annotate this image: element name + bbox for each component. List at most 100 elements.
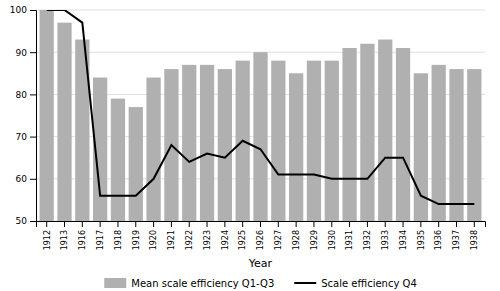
x-tick: 1930 bbox=[328, 221, 337, 250]
x-tick-label: 1933 bbox=[381, 230, 390, 250]
x-tick-label: 1926 bbox=[256, 230, 265, 250]
y-tick-label: 50 bbox=[16, 216, 28, 226]
x-axis-line bbox=[37, 222, 486, 228]
x-tick-mark bbox=[313, 221, 314, 227]
y-axis-line bbox=[30, 11, 37, 222]
x-tick-label: 1929 bbox=[310, 230, 319, 250]
x-tick: 1913 bbox=[60, 221, 69, 250]
y-tick-label: 80 bbox=[16, 90, 28, 100]
bar bbox=[289, 73, 303, 221]
y-tick-mark bbox=[30, 94, 36, 95]
x-tick-label: 1927 bbox=[274, 230, 283, 250]
x-tick-mark bbox=[331, 221, 332, 227]
legend-swatch bbox=[104, 278, 126, 288]
x-tick: 1917 bbox=[96, 221, 105, 250]
y-tick-label: 100 bbox=[10, 5, 27, 15]
x-tick: 1934 bbox=[399, 221, 408, 250]
x-tick-mark bbox=[260, 221, 261, 227]
x-tick-label: 1923 bbox=[203, 230, 212, 250]
x-tick-label: 1920 bbox=[149, 230, 158, 250]
bar bbox=[200, 65, 214, 221]
x-tick: 1927 bbox=[274, 221, 283, 250]
y-tick: 90 bbox=[16, 48, 36, 58]
bar bbox=[271, 61, 285, 221]
x-tick: 1936 bbox=[434, 221, 443, 250]
x-tick-mark bbox=[367, 221, 368, 227]
x-tick: 1925 bbox=[238, 221, 247, 250]
bar bbox=[342, 48, 356, 221]
x-tick: 1937 bbox=[452, 221, 461, 250]
y-tick-label: 90 bbox=[16, 48, 28, 58]
x-tick: 1938 bbox=[470, 221, 479, 250]
x-tick-mark bbox=[438, 221, 439, 227]
bar bbox=[307, 61, 321, 221]
x-tick-label: 1917 bbox=[96, 230, 105, 250]
y-tick-mark bbox=[30, 52, 36, 53]
x-tick-label: 1913 bbox=[60, 230, 69, 250]
legend-item: Mean scale efficiency Q1-Q3 bbox=[104, 278, 274, 289]
y-axis: 50 60 70 80 90 100 bbox=[10, 5, 37, 226]
x-tick-label: 1916 bbox=[78, 230, 87, 250]
x-tick-mark bbox=[100, 221, 101, 227]
legend-label: Mean scale efficiency Q1-Q3 bbox=[131, 278, 274, 289]
y-tick-mark bbox=[30, 221, 36, 222]
x-tick-mark bbox=[189, 221, 190, 227]
x-tick-label: 1936 bbox=[434, 230, 443, 250]
x-tick-mark bbox=[224, 221, 225, 227]
x-tick: 1928 bbox=[292, 221, 301, 250]
x-tick-label: 1934 bbox=[399, 230, 408, 250]
x-tick: 1924 bbox=[221, 221, 230, 250]
bar bbox=[360, 44, 374, 221]
bar bbox=[146, 78, 160, 221]
x-tick-mark bbox=[420, 221, 421, 227]
y-tick-mark bbox=[30, 137, 36, 138]
x-tick: 1929 bbox=[310, 221, 319, 250]
bar bbox=[253, 52, 267, 221]
bar bbox=[129, 107, 143, 221]
line bbox=[47, 10, 475, 204]
x-tick: 1931 bbox=[345, 221, 354, 250]
plot-area: 5060708090100191219131916191719181919192… bbox=[10, 5, 486, 291]
x-tick: 1922 bbox=[185, 221, 194, 250]
x-tick-mark bbox=[242, 221, 243, 227]
x-tick-label: 1921 bbox=[167, 230, 176, 250]
x-tick-mark bbox=[82, 221, 83, 227]
grid-line bbox=[36, 10, 485, 11]
bar bbox=[396, 48, 410, 221]
x-tick-label: 1925 bbox=[238, 230, 247, 250]
bar bbox=[57, 23, 71, 221]
y-tick: 70 bbox=[16, 132, 36, 142]
x-tick-mark bbox=[153, 221, 154, 227]
marks bbox=[40, 10, 482, 221]
x-tick-label: 1922 bbox=[185, 230, 194, 250]
y-tick: 100 bbox=[10, 5, 36, 15]
legend: Mean scale efficiency Q1-Q3 Scale efficie… bbox=[104, 278, 417, 289]
legend-label: Scale efficiency Q4 bbox=[321, 278, 417, 289]
x-tick-mark bbox=[278, 221, 279, 227]
bar bbox=[432, 65, 446, 221]
y-tick: 60 bbox=[16, 174, 36, 184]
x-tick-label: 1937 bbox=[452, 230, 461, 250]
x-tick-label: 1930 bbox=[328, 230, 337, 250]
x-tick-mark bbox=[385, 221, 386, 227]
x-tick-label: 1928 bbox=[292, 230, 301, 250]
bar bbox=[378, 40, 392, 221]
y-tick-label: 60 bbox=[16, 174, 28, 184]
bar bbox=[40, 10, 54, 221]
x-tick-mark bbox=[456, 221, 457, 227]
x-tick-label: 1912 bbox=[42, 230, 51, 250]
x-tick-mark bbox=[207, 221, 208, 227]
x-axis-title: Year bbox=[248, 257, 273, 270]
x-tick-mark bbox=[349, 221, 350, 227]
y-tick-mark bbox=[30, 10, 36, 11]
legend-swatch bbox=[294, 282, 316, 284]
x-tick-mark bbox=[171, 221, 172, 227]
x-tick: 1921 bbox=[167, 221, 176, 250]
x-tick: 1920 bbox=[149, 221, 158, 250]
x-tick-label: 1919 bbox=[132, 230, 141, 250]
x-tick-label: 1931 bbox=[345, 230, 354, 250]
x-tick-label: 1935 bbox=[417, 230, 426, 250]
x-tick-mark bbox=[117, 221, 118, 227]
x-tick: 1923 bbox=[203, 221, 212, 250]
x-tick: 1932 bbox=[363, 221, 372, 250]
